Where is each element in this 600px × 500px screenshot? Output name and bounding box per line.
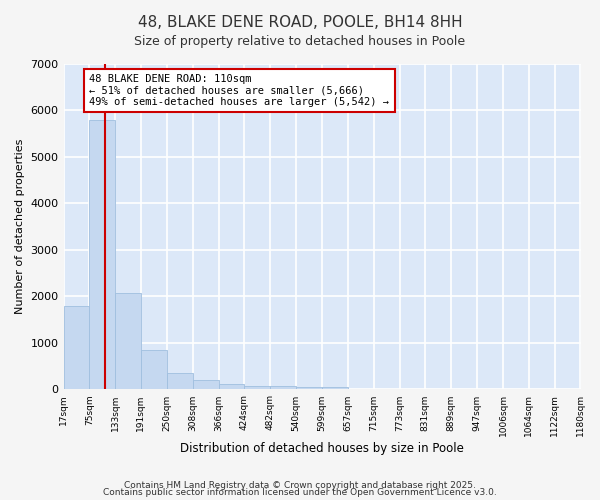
Bar	[270, 386, 296, 390]
Bar	[193, 380, 218, 390]
Bar	[141, 350, 167, 390]
Text: Contains public sector information licensed under the Open Government Licence v3: Contains public sector information licen…	[103, 488, 497, 497]
Bar	[89, 120, 115, 390]
Bar	[296, 387, 322, 390]
Bar	[322, 388, 348, 390]
Bar	[64, 306, 89, 390]
Bar	[218, 384, 244, 390]
Bar	[167, 372, 193, 390]
Text: Contains HM Land Registry data © Crown copyright and database right 2025.: Contains HM Land Registry data © Crown c…	[124, 480, 476, 490]
Text: 48 BLAKE DENE ROAD: 110sqm
← 51% of detached houses are smaller (5,666)
49% of s: 48 BLAKE DENE ROAD: 110sqm ← 51% of deta…	[89, 74, 389, 107]
Text: 48, BLAKE DENE ROAD, POOLE, BH14 8HH: 48, BLAKE DENE ROAD, POOLE, BH14 8HH	[137, 15, 463, 30]
X-axis label: Distribution of detached houses by size in Poole: Distribution of detached houses by size …	[180, 442, 464, 455]
Y-axis label: Number of detached properties: Number of detached properties	[15, 139, 25, 314]
Bar	[244, 386, 270, 390]
Bar	[115, 293, 141, 390]
Text: Size of property relative to detached houses in Poole: Size of property relative to detached ho…	[134, 35, 466, 48]
